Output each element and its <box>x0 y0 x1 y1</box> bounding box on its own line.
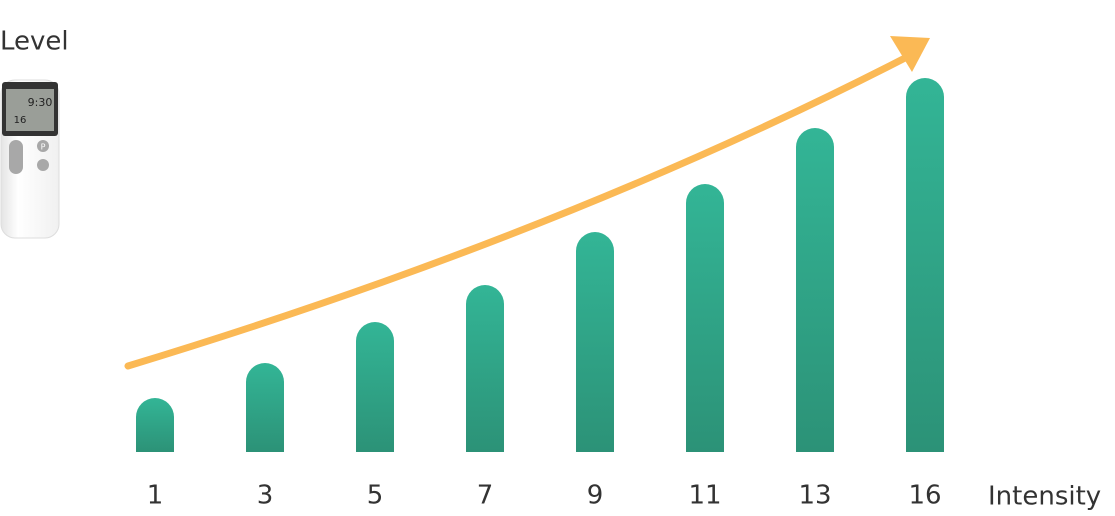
remote-time: 9:30 <box>28 96 53 109</box>
x-tick-label: 7 <box>477 481 494 511</box>
remote-lcd <box>6 89 54 131</box>
bar <box>136 398 174 452</box>
remote-p-label: P <box>41 143 46 152</box>
x-tick-label: 1 <box>147 481 164 511</box>
x-tick-label: 9 <box>587 481 604 511</box>
bar <box>906 78 944 452</box>
y-axis-label: Level <box>0 27 69 57</box>
trend-arrow-head <box>890 36 930 72</box>
trend-arrow <box>124 54 909 370</box>
x-tick-label: 13 <box>798 481 831 511</box>
remote-p-button <box>37 140 49 152</box>
x-tick-label: 16 <box>908 481 941 511</box>
remote-level: 16 <box>14 115 27 126</box>
bar <box>796 128 834 452</box>
x-axis-label: Intensity <box>988 482 1101 512</box>
bar <box>576 232 614 452</box>
x-tick-label: 5 <box>367 481 384 511</box>
x-tick-label: 3 <box>257 481 274 511</box>
remote-power <box>37 159 49 171</box>
bar <box>356 322 394 452</box>
bar <box>246 363 284 452</box>
remote: 9:30 16 P <box>0 79 60 239</box>
bar <box>686 184 724 452</box>
bar <box>466 285 504 452</box>
remote-plus-minus <box>9 140 23 174</box>
x-tick-label: 11 <box>688 481 721 511</box>
